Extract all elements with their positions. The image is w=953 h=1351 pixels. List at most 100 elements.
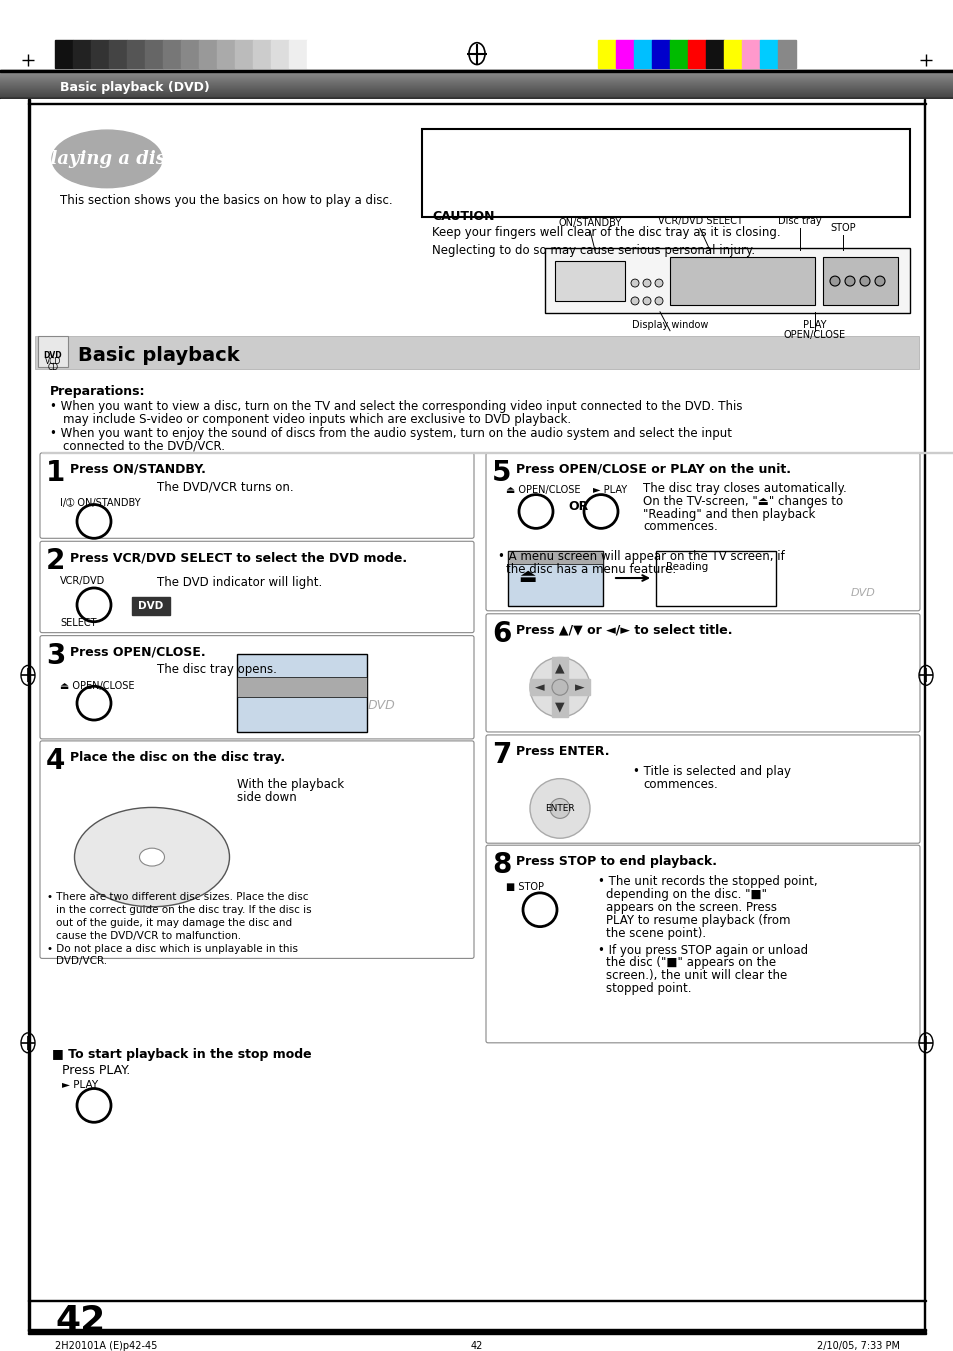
- Text: 4: 4: [46, 747, 66, 775]
- Bar: [145, 39, 163, 68]
- Text: 2H20101A (E)p42-45: 2H20101A (E)p42-45: [55, 1340, 157, 1351]
- Ellipse shape: [74, 808, 230, 907]
- Ellipse shape: [52, 130, 162, 188]
- Bar: [289, 39, 307, 68]
- Text: commences.: commences.: [642, 520, 717, 534]
- Text: Reading: Reading: [665, 562, 707, 571]
- Text: With the playback: With the playback: [236, 778, 344, 790]
- Bar: [544, 249, 909, 313]
- Text: "Reading" and then playback: "Reading" and then playback: [642, 508, 815, 520]
- Bar: [760, 39, 778, 68]
- Bar: [35, 335, 918, 369]
- Text: depending on the disc. "■": depending on the disc. "■": [605, 888, 766, 901]
- Text: Press ENTER.: Press ENTER.: [516, 744, 609, 758]
- Text: ►: ►: [575, 681, 584, 694]
- Bar: [216, 39, 234, 68]
- Bar: [555, 261, 624, 301]
- Text: ⏏: ⏏: [517, 566, 536, 585]
- Circle shape: [844, 276, 854, 286]
- Bar: [234, 39, 253, 68]
- Text: • If you press STOP again or unload: • If you press STOP again or unload: [598, 943, 807, 957]
- Text: screen.), the unit will clear the: screen.), the unit will clear the: [605, 969, 786, 982]
- Bar: [28, 100, 30, 1331]
- Bar: [38, 335, 68, 367]
- Circle shape: [859, 276, 869, 286]
- Circle shape: [522, 893, 557, 927]
- Bar: [163, 39, 181, 68]
- Text: I/➀ ON/STANDBY: I/➀ ON/STANDBY: [60, 497, 140, 508]
- Circle shape: [583, 494, 618, 528]
- Text: VCR/DVD: VCR/DVD: [60, 576, 105, 586]
- Bar: [307, 39, 325, 68]
- Text: Press STOP to end playback.: Press STOP to end playback.: [516, 855, 717, 869]
- Bar: [421, 130, 909, 216]
- Text: 2: 2: [46, 547, 66, 576]
- Text: Press VCR/DVD SELECT to select the DVD mode.: Press VCR/DVD SELECT to select the DVD m…: [70, 551, 407, 565]
- Bar: [28, 1300, 925, 1301]
- Text: 3: 3: [46, 642, 66, 670]
- Circle shape: [655, 280, 662, 286]
- Bar: [55, 39, 73, 68]
- Bar: [236, 654, 367, 732]
- Text: Basic playback: Basic playback: [78, 346, 239, 365]
- Text: Disc tray: Disc tray: [778, 216, 821, 227]
- Text: may include S-video or component video inputs which are exclusive to DVD playbac: may include S-video or component video i…: [63, 413, 571, 426]
- Text: Press ON/STANDBY.: Press ON/STANDBY.: [70, 463, 206, 476]
- Circle shape: [77, 1089, 111, 1123]
- Text: DVD/VCR.: DVD/VCR.: [56, 957, 107, 966]
- Circle shape: [829, 276, 840, 286]
- Text: Place the disc on the disc tray.: Place the disc on the disc tray.: [70, 751, 285, 763]
- Bar: [634, 39, 651, 68]
- Text: The DVD indicator will light.: The DVD indicator will light.: [157, 576, 322, 589]
- FancyBboxPatch shape: [485, 846, 919, 1043]
- Text: ◄: ◄: [535, 681, 544, 694]
- Text: DVD: DVD: [138, 601, 164, 611]
- Text: CAUTION: CAUTION: [432, 209, 494, 223]
- Text: • When you want to enjoy the sound of discs from the audio system, turn on the a: • When you want to enjoy the sound of di…: [50, 427, 731, 440]
- Text: Playing a disc: Playing a disc: [37, 150, 176, 168]
- Text: the disc has a menu feature.: the disc has a menu feature.: [505, 563, 676, 576]
- Circle shape: [642, 297, 650, 305]
- Text: ▼: ▼: [555, 701, 564, 713]
- Bar: [651, 39, 669, 68]
- Bar: [530, 680, 589, 696]
- Text: Press PLAY.: Press PLAY.: [62, 1063, 131, 1077]
- Text: ⏏ OPEN/CLOSE: ⏏ OPEN/CLOSE: [505, 485, 579, 494]
- Text: • When you want to view a disc, turn on the TV and select the corresponding vide: • When you want to view a disc, turn on …: [50, 400, 741, 413]
- Text: ON/STANDBY: ON/STANDBY: [558, 219, 621, 228]
- Circle shape: [642, 280, 650, 286]
- Text: DVD: DVD: [850, 588, 875, 598]
- Bar: [236, 677, 367, 697]
- Circle shape: [630, 297, 639, 305]
- Bar: [109, 39, 127, 68]
- Bar: [507, 551, 602, 565]
- Bar: [656, 551, 775, 605]
- Text: in the correct guide on the disc tray. If the disc is: in the correct guide on the disc tray. I…: [56, 905, 312, 915]
- Bar: [687, 39, 705, 68]
- Bar: [705, 39, 723, 68]
- FancyBboxPatch shape: [485, 453, 919, 611]
- Circle shape: [530, 658, 589, 717]
- Bar: [552, 658, 567, 717]
- Text: 6: 6: [492, 620, 511, 647]
- Circle shape: [77, 686, 111, 720]
- Text: VCD: VCD: [45, 358, 61, 366]
- Text: 42: 42: [55, 1304, 105, 1337]
- Bar: [28, 103, 925, 104]
- Text: The disc tray closes automatically.: The disc tray closes automatically.: [642, 482, 846, 494]
- Text: DVD: DVD: [368, 698, 395, 712]
- Text: 7: 7: [492, 740, 511, 769]
- Text: Press ▲/▼ or ◄/► to select title.: Press ▲/▼ or ◄/► to select title.: [516, 624, 732, 636]
- Bar: [253, 39, 271, 68]
- Text: • There are two different disc sizes. Place the disc: • There are two different disc sizes. Pl…: [47, 892, 308, 902]
- Bar: [598, 39, 616, 68]
- FancyBboxPatch shape: [485, 613, 919, 732]
- FancyBboxPatch shape: [40, 635, 474, 739]
- Text: SELECT: SELECT: [60, 617, 96, 628]
- Text: cause the DVD/VCR to malfunction.: cause the DVD/VCR to malfunction.: [56, 931, 241, 940]
- Bar: [0, 97, 953, 100]
- FancyBboxPatch shape: [40, 542, 474, 632]
- Bar: [28, 1332, 925, 1333]
- Bar: [28, 1329, 925, 1331]
- Bar: [822, 257, 897, 305]
